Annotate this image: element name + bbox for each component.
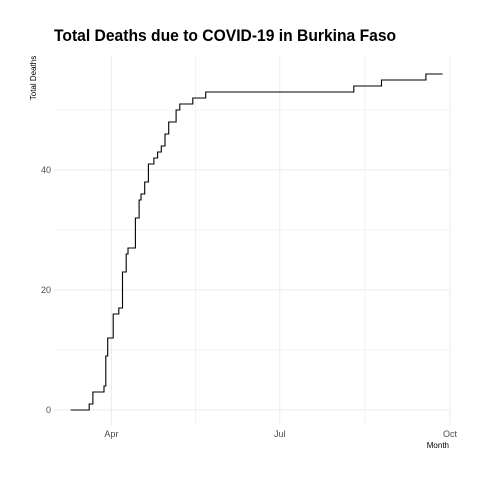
y-tick-label: 20 (41, 285, 51, 295)
x-tick-label: Apr (104, 429, 118, 439)
x-tick-label: Jul (274, 429, 286, 439)
grid-layer (54, 56, 451, 425)
y-axis-title: Total Deaths (29, 56, 38, 100)
series-line-total-deaths (70, 73, 443, 411)
x-axis-title: Month (427, 441, 449, 450)
tick-label-layer: 0 20 40 Apr Jul Oct (41, 165, 458, 439)
y-tick-label: 40 (41, 165, 51, 175)
x-tick-label: Oct (443, 429, 458, 439)
series-layer (70, 73, 443, 411)
y-tick-label: 0 (46, 405, 51, 415)
chart-title: Total Deaths due to COVID-19 in Burkina … (54, 26, 397, 45)
